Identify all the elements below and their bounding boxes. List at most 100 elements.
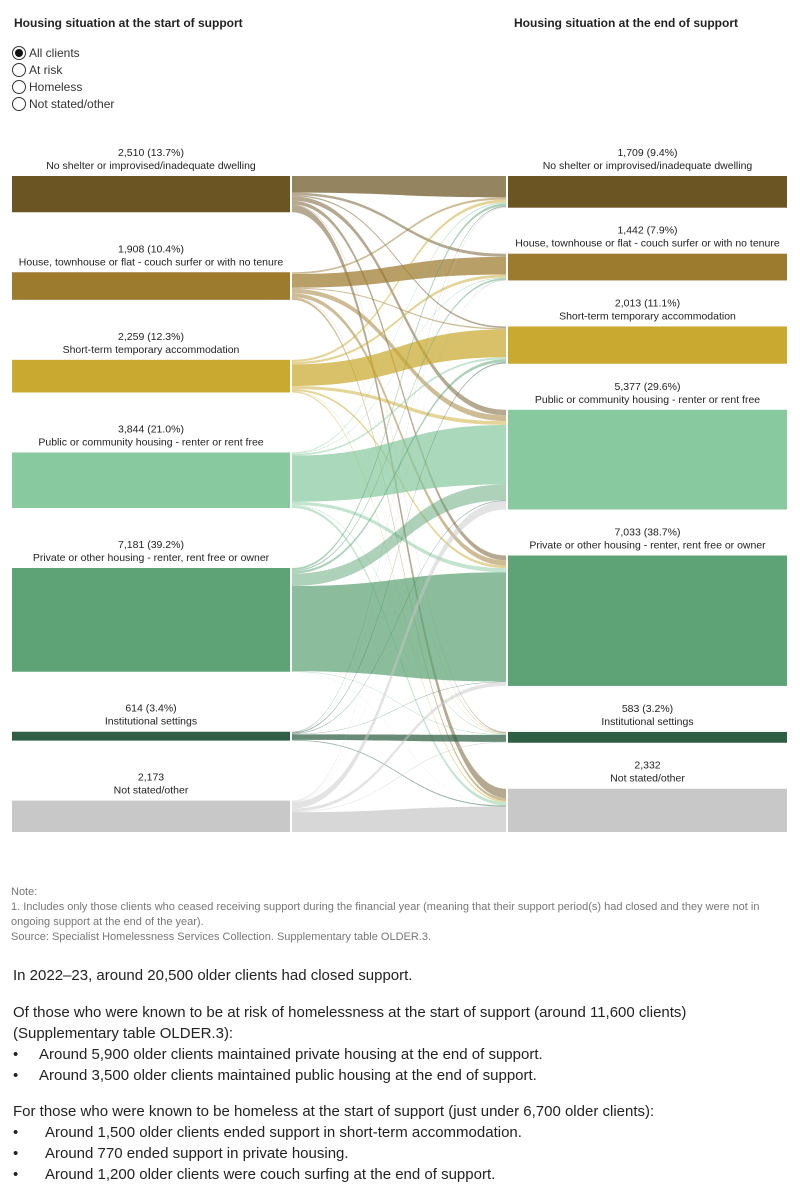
- start-node-category-label: Public or community housing - renter or …: [38, 436, 263, 448]
- end-node-category-label: House, townhouse or flat - couch surfer …: [515, 238, 780, 250]
- flow-link: [292, 806, 506, 832]
- flow-link: [292, 671, 506, 735]
- list-item: Around 1,500 older clients ended support…: [13, 1122, 788, 1143]
- flow-link: [292, 734, 506, 742]
- start-node-bar: [12, 359, 290, 393]
- start-heading: Housing situation at the start of suppor…: [14, 16, 243, 30]
- flow-link: [292, 197, 506, 274]
- end-node-bar: [508, 253, 787, 281]
- flow-link: [292, 297, 506, 801]
- homeless-list: Around 1,500 older clients ended support…: [13, 1122, 788, 1185]
- flow-link: [292, 277, 506, 454]
- flow-links: [292, 176, 506, 832]
- notes: Note: 1. Includes only those clients who…: [11, 885, 796, 945]
- end-node-bar: [508, 555, 787, 686]
- flow-link: [292, 192, 506, 257]
- flow-link: [292, 391, 506, 734]
- flow-link: [292, 176, 506, 198]
- end-node-value-label: 583 (3.2%): [622, 703, 673, 715]
- flow-link: [292, 681, 506, 735]
- list-item: Around 1,200 older clients were couch su…: [13, 1164, 788, 1185]
- flow-link: [292, 362, 506, 734]
- flow-link: [292, 329, 506, 386]
- start-node-value-label: 7,181 (39.2%): [118, 539, 184, 551]
- flow-link: [292, 196, 506, 416]
- start-node-value-label: 2,173: [138, 772, 164, 784]
- flow-link: [292, 739, 506, 807]
- flow-link: [292, 206, 506, 802]
- end-heading: Housing situation at the end of support: [514, 16, 738, 30]
- flow-link: [292, 484, 506, 587]
- end-node-category-label: No shelter or improvised/inadequate dwel…: [543, 160, 753, 172]
- start-node-category-label: Private or other housing - renter, rent …: [33, 552, 270, 564]
- end-node-bar: [508, 176, 787, 208]
- client-filter-radio-group: All clients At risk Homeless Not stated/…: [12, 44, 114, 112]
- list-item: Around 770 ended support in private hous…: [13, 1143, 788, 1164]
- flow-link: [292, 287, 506, 330]
- start-node-category-label: Short-term temporary accommodation: [63, 344, 240, 356]
- start-node-category-label: No shelter or improvised/inadequate dwel…: [46, 160, 256, 172]
- start-node-bar: [12, 731, 290, 741]
- end-node-bar: [508, 731, 787, 743]
- start-node-bar: [12, 176, 290, 213]
- radio-label: Homeless: [29, 79, 83, 94]
- flow-link: [292, 385, 506, 425]
- flow-link: [292, 280, 506, 802]
- start-node-category-label: Institutional settings: [105, 716, 197, 728]
- end-node-bar: [508, 788, 787, 832]
- note-title: Note:: [11, 886, 38, 898]
- radio-unselected-icon[interactable]: [12, 79, 26, 94]
- flow-link: [292, 359, 506, 574]
- start-node-value-label: 2,510 (13.7%): [118, 147, 184, 159]
- flow-link: [292, 572, 506, 682]
- start-node-value-label: 614 (3.4%): [125, 703, 176, 715]
- flow-link: [292, 202, 506, 454]
- flow-link: [292, 500, 506, 734]
- note-item-1: 1. Includes only those clients who cease…: [11, 901, 760, 928]
- summary-paragraph: In 2022–23, around 20,500 older clients …: [13, 967, 413, 984]
- flow-link: [292, 357, 506, 456]
- at-risk-paragraph: Of those who were known to be at risk of…: [13, 1004, 687, 1042]
- start-node-category-label: Not stated/other: [114, 785, 189, 797]
- start-node-bar: [12, 800, 290, 832]
- radio-unselected-icon[interactable]: [12, 62, 26, 77]
- sankey-chart: 2,510 (13.7%)No shelter or improvised/in…: [12, 147, 787, 832]
- end-node-category-label: Institutional settings: [601, 716, 693, 728]
- radio-label: Not stated/other: [29, 96, 115, 111]
- end-node-category-label: Public or community housing - renter or …: [535, 394, 760, 406]
- flow-link: [292, 205, 506, 799]
- radio-homeless[interactable]: Homeless: [12, 78, 114, 95]
- flow-link: [292, 501, 506, 809]
- homeless-paragraph: For those who were known to be homeless …: [13, 1103, 655, 1120]
- radio-at-risk[interactable]: At risk: [12, 61, 114, 78]
- end-node-category-label: Not stated/other: [610, 773, 685, 785]
- end-node-value-label: 1,442 (7.9%): [617, 225, 677, 237]
- radio-not-stated-other[interactable]: Not stated/other: [12, 95, 114, 112]
- end-node-category-label: Short-term temporary accommodation: [559, 310, 736, 322]
- end-node-value-label: 1,709 (9.4%): [617, 147, 677, 159]
- flow-link: [292, 741, 506, 813]
- flow-link: [292, 195, 506, 329]
- flow-link: [292, 682, 506, 812]
- note-source: Source: Specialist Homelessness Services…: [11, 931, 432, 943]
- flow-link: [292, 279, 506, 733]
- end-node-value-label: 2,332: [634, 760, 660, 772]
- end-node-bar: [508, 409, 787, 510]
- at-risk-list: Around 5,900 older clients maintained pr…: [13, 1044, 788, 1086]
- flow-link: [292, 200, 506, 561]
- start-node-category-label: House, townhouse or flat - couch surfer …: [19, 256, 284, 268]
- end-node-value-label: 2,013 (11.1%): [615, 297, 680, 309]
- flow-link: [292, 293, 506, 566]
- radio-selected-icon[interactable]: [12, 45, 26, 60]
- radio-all-clients[interactable]: All clients: [12, 44, 114, 61]
- end-node-bar: [508, 326, 787, 364]
- start-node-value-label: 1,908 (10.4%): [118, 243, 184, 255]
- start-node-value-label: 3,844 (21.0%): [118, 423, 184, 435]
- end-node-category-label: Private or other housing - renter, rent …: [529, 539, 766, 551]
- flow-link: [292, 363, 506, 802]
- start-node-bar: [12, 272, 290, 300]
- flow-link: [292, 278, 506, 572]
- flow-link: [292, 424, 506, 502]
- radio-unselected-icon[interactable]: [12, 96, 26, 111]
- radio-label: All clients: [29, 45, 80, 60]
